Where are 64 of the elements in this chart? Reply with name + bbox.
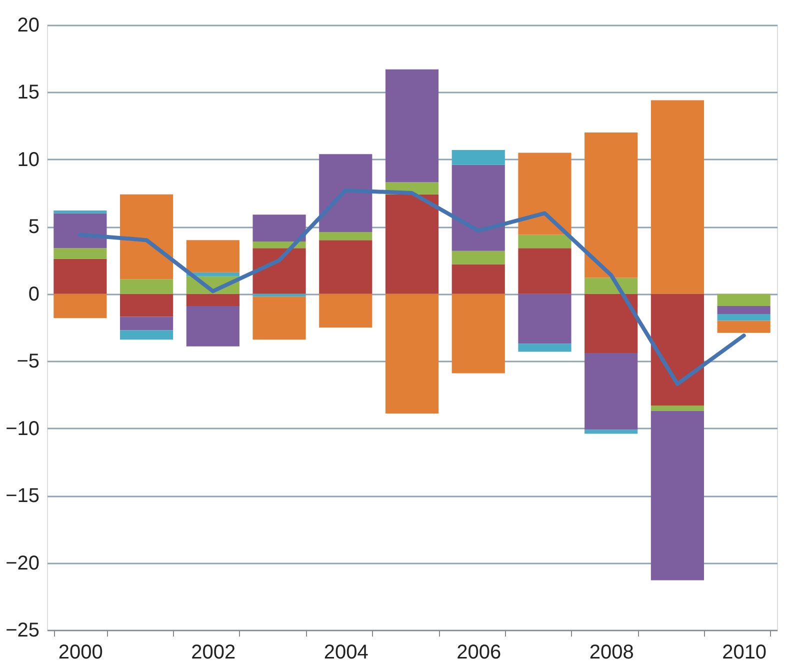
- bar: [319, 154, 372, 232]
- line-series: [78, 188, 746, 386]
- y-tick-label: −20: [6, 552, 40, 574]
- bar: [452, 150, 505, 165]
- bar: [452, 294, 505, 374]
- bar: [54, 210, 107, 214]
- y-tick-label: 0: [28, 283, 40, 306]
- bar: [717, 306, 770, 314]
- bar: [54, 248, 107, 259]
- x-tick-label: 2004: [324, 642, 368, 664]
- x-tick-label: 2010: [722, 642, 767, 664]
- x-tick-label: 2002: [191, 642, 236, 664]
- bar: [186, 306, 240, 346]
- y-tick-label: 15: [17, 82, 40, 104]
- bar: [650, 294, 704, 406]
- bar: [518, 152, 572, 235]
- bar: [518, 344, 572, 352]
- bar: [319, 232, 372, 240]
- bar: [120, 316, 174, 330]
- bar: [584, 294, 638, 354]
- y-tick-label: −15: [6, 485, 40, 508]
- bar: [319, 294, 372, 328]
- y-tick-label: 10: [17, 148, 40, 171]
- bar: [252, 296, 306, 340]
- bar: [120, 279, 174, 294]
- bar: [186, 240, 240, 272]
- y-tick-label: −5: [16, 350, 40, 373]
- x-tick-label: 2008: [589, 642, 634, 664]
- y-tick-label: 20: [17, 14, 40, 36]
- bar: [518, 248, 572, 294]
- bar: [54, 294, 107, 318]
- bar: [518, 234, 572, 248]
- y-tick-label: −25: [6, 620, 40, 642]
- x-tick-label: 2006: [456, 642, 502, 664]
- bar: [452, 164, 505, 251]
- y-tick-label: 5: [28, 216, 40, 238]
- bar: [385, 69, 439, 182]
- bar: [650, 410, 704, 580]
- bar: [717, 314, 770, 321]
- bar: [452, 264, 505, 294]
- bar: [584, 353, 638, 430]
- bar: [186, 294, 240, 306]
- bar: [54, 213, 107, 248]
- bar: [717, 320, 770, 333]
- bar: [584, 430, 638, 434]
- bar: [319, 240, 372, 294]
- bar: [120, 194, 174, 280]
- bar: [584, 132, 638, 278]
- bar: [252, 248, 306, 294]
- bar: [452, 250, 505, 264]
- bar: [252, 294, 306, 297]
- bar: [385, 194, 439, 294]
- bar: [120, 294, 174, 317]
- bar: [252, 214, 306, 242]
- bar: [650, 405, 704, 411]
- bar: [650, 100, 704, 294]
- x-tick-label: 2000: [58, 642, 103, 664]
- bar: [584, 278, 638, 294]
- bar: [120, 330, 174, 340]
- bar: [385, 294, 439, 414]
- bar: [717, 294, 770, 306]
- y-tick-label: −10: [6, 418, 40, 440]
- bar: [54, 258, 107, 294]
- bar: [518, 294, 572, 344]
